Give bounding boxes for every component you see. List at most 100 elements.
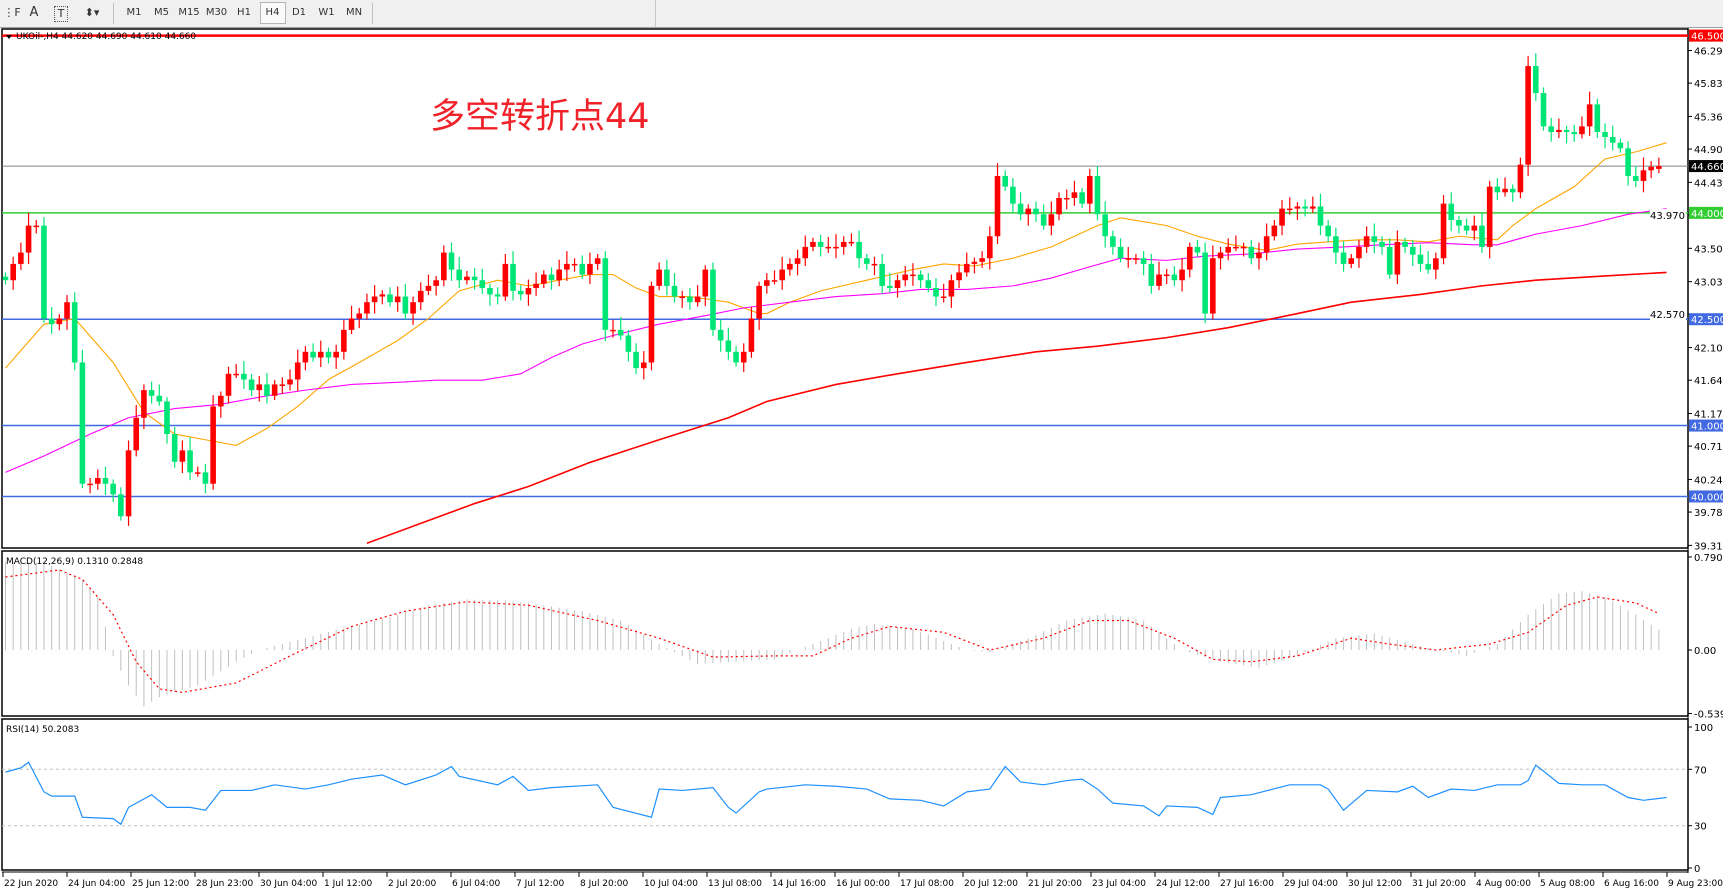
chart-canvas[interactable]: 46.290 45.830 45.360 44.900 44.430 43.970 43.5… — [0, 28, 1723, 894]
timeframe-h1[interactable]: H1 — [237, 7, 251, 18]
text-tool-icon[interactable]: A — [29, 5, 39, 20]
candle — [441, 245, 447, 287]
candle-body — [1417, 254, 1424, 264]
candle — [671, 273, 678, 303]
candle-body — [1463, 225, 1470, 231]
time-tick-label: 4 Aug 00:00 — [1476, 879, 1531, 889]
period-separator-icon[interactable]: ⋮F — [3, 6, 21, 19]
candle-body — [1648, 166, 1654, 171]
candle-body — [156, 395, 163, 402]
price-tick-label: 39.780 — [1694, 508, 1723, 519]
arrows-tool-icon[interactable]: ⬍▾ — [84, 6, 100, 19]
candle — [771, 270, 778, 285]
price-tick-label: 46.290 — [1694, 47, 1723, 58]
toolbar-panel — [0, 0, 656, 27]
candle-body — [1533, 66, 1539, 94]
candle — [1340, 241, 1347, 272]
candle — [1363, 226, 1370, 253]
candle-body — [333, 351, 339, 358]
timeframe-mn[interactable]: MN — [345, 7, 363, 18]
candle-body — [679, 296, 686, 299]
macd-tick-label: 0.00 — [1694, 646, 1716, 657]
candle-body — [287, 379, 293, 385]
timeframe-m30[interactable]: M30 — [205, 7, 228, 18]
time-tick-label: 7 Jul 12:00 — [516, 879, 565, 889]
macd-signal-line — [5, 569, 1660, 693]
level-price-label: 41.000 — [1691, 422, 1723, 433]
candle — [348, 305, 355, 335]
time-tick-label: 20 Jul 12:00 — [964, 879, 1018, 889]
candle-body — [10, 263, 16, 281]
candle — [579, 255, 586, 279]
candle-body — [541, 274, 547, 284]
candle — [1148, 253, 1155, 294]
candle — [41, 217, 47, 323]
candle-body — [1433, 258, 1439, 270]
candle — [863, 253, 870, 270]
time-tick-label: 1 Jul 12:00 — [324, 879, 373, 889]
candle-body — [1525, 66, 1531, 165]
candle — [1317, 193, 1324, 236]
time-tick-label: 13 Jul 08:00 — [708, 879, 762, 889]
candle — [125, 440, 132, 526]
candle — [487, 283, 493, 306]
candle-body — [564, 263, 570, 270]
candle-body — [1225, 246, 1232, 253]
level-price-tag — [1689, 206, 1723, 219]
candle-body — [348, 318, 355, 330]
candle-body — [1486, 186, 1493, 247]
timeframe-m1[interactable]: M1 — [126, 7, 142, 18]
candle — [1433, 252, 1439, 280]
candle — [325, 347, 332, 364]
candle-body — [579, 263, 586, 275]
chart-toolbar: ⋮F A T ⬍▾ M1 M5 M15 M30 H1 H4 D1 W1 MN — [0, 0, 1723, 28]
candle-body — [994, 175, 1001, 237]
candle — [1448, 192, 1455, 232]
main-price-panel — [1, 28, 1689, 549]
candle — [887, 273, 893, 293]
timeframe-h4[interactable]: H4 — [259, 2, 286, 24]
candle-body — [771, 280, 778, 282]
candle — [1010, 178, 1016, 214]
level-price-label: 42.500 — [1691, 315, 1723, 326]
timeframe-d1[interactable]: D1 — [291, 7, 307, 18]
candle — [356, 307, 363, 329]
candle — [210, 395, 216, 490]
candle — [33, 219, 40, 234]
timeframe-m5[interactable]: M5 — [154, 7, 169, 18]
timeframe-m15[interactable]: M15 — [178, 7, 200, 18]
candle — [1640, 157, 1647, 193]
text-label-icon[interactable]: T — [54, 6, 68, 22]
candle-body — [625, 335, 632, 352]
candle — [787, 258, 793, 276]
rsi-tick-label: 0 — [1694, 864, 1700, 875]
candle-body — [917, 274, 924, 281]
candle-body — [410, 302, 416, 314]
candle-body — [717, 329, 724, 341]
candle — [1509, 184, 1516, 202]
time-tick-label: 27 Jul 16:00 — [1220, 879, 1274, 889]
candle-body — [1333, 236, 1339, 253]
candle — [1017, 192, 1024, 221]
time-tick-label: 16 Jul 00:00 — [836, 879, 890, 889]
candle — [156, 384, 163, 406]
candle — [79, 349, 86, 488]
candle — [317, 340, 324, 368]
candle — [1256, 242, 1262, 270]
candle-body — [1640, 170, 1647, 181]
candle-body — [1502, 188, 1508, 193]
candle-body — [1294, 206, 1301, 209]
candle-body — [956, 272, 962, 281]
time-tick-label: 28 Jun 23:00 — [196, 879, 253, 889]
candle-body — [1379, 241, 1385, 247]
candle-body — [141, 390, 147, 418]
candle-body — [1056, 197, 1062, 215]
candle — [233, 363, 239, 379]
candle — [187, 437, 193, 481]
candle — [1548, 117, 1554, 142]
rsi-tick-label: 30 — [1694, 822, 1707, 833]
candle-body — [1048, 214, 1055, 226]
timeframe-w1[interactable]: W1 — [318, 7, 335, 18]
candle — [433, 275, 439, 296]
candle-body — [1617, 142, 1624, 149]
